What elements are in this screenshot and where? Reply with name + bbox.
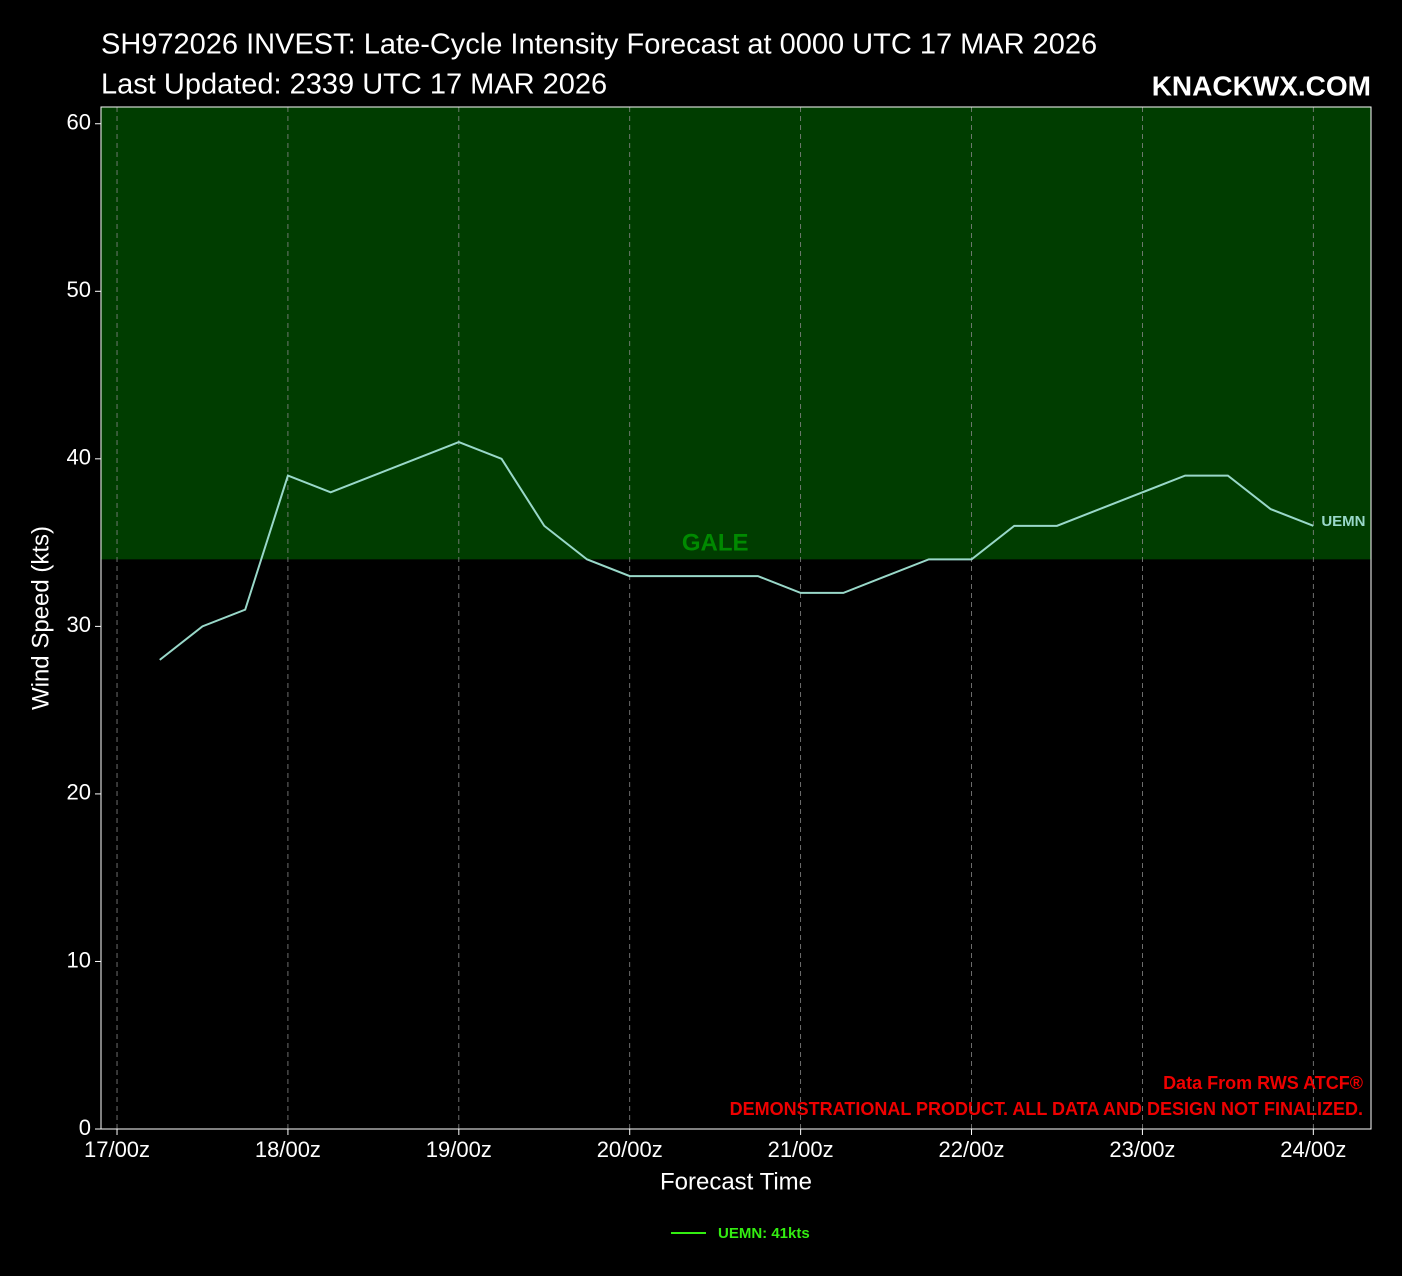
band-label: GALE	[682, 530, 749, 557]
brand: KNACKWX.COM	[1152, 70, 1371, 101]
y-tick-label: 20	[67, 780, 91, 805]
x-tick-label: 22/00z	[938, 1137, 1004, 1162]
x-tick-label: 17/00z	[84, 1137, 150, 1162]
threshold-band	[101, 107, 1371, 560]
y-tick-label: 10	[67, 947, 91, 972]
x-axis-label: Forecast Time	[660, 1168, 812, 1195]
annotation: Data From RWS ATCF®	[1163, 1073, 1363, 1093]
annotation: DEMONSTRATIONAL PRODUCT. ALL DATA AND DE…	[730, 1099, 1363, 1119]
series-end-label: UEMN	[1321, 513, 1365, 530]
x-tick-label: 18/00z	[255, 1137, 321, 1162]
y-tick-label: 50	[67, 277, 91, 302]
y-tick-label: 40	[67, 445, 91, 470]
x-tick-label: 20/00z	[597, 1137, 663, 1162]
y-tick-label: 30	[67, 612, 91, 637]
chart-subtitle: Last Updated: 2339 UTC 17 MAR 2026	[101, 69, 607, 101]
y-axis-label: Wind Speed (kts)	[27, 526, 54, 710]
chart-title: SH972026 INVEST: Late-Cycle Intensity Fo…	[101, 29, 1097, 61]
legend-label: UEMN: 41kts	[718, 1225, 810, 1242]
x-tick-label: 19/00z	[426, 1137, 492, 1162]
plot-frame	[100, 106, 1372, 1130]
x-tick-label: 23/00z	[1109, 1137, 1175, 1162]
y-tick-label: 0	[79, 1115, 91, 1140]
y-tick-label: 60	[67, 110, 91, 135]
x-tick-label: 21/00z	[768, 1137, 834, 1162]
x-tick-label: 24/00z	[1280, 1137, 1346, 1162]
series-line	[159, 441, 1314, 661]
